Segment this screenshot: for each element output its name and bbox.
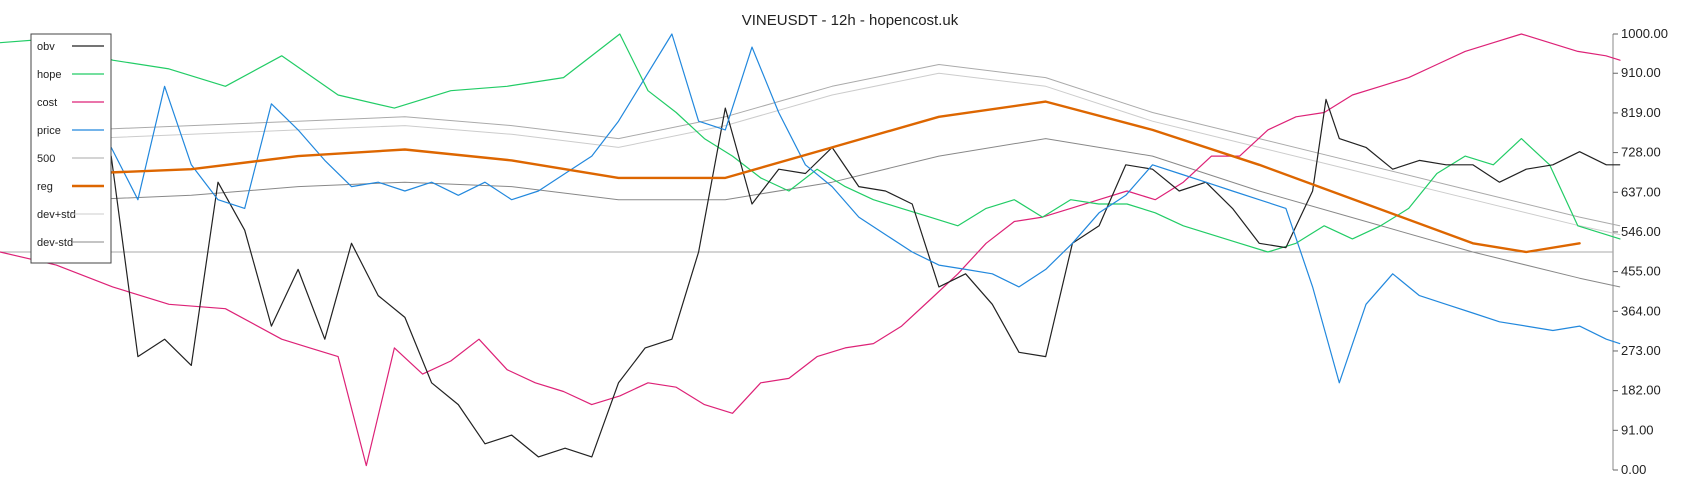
y-tick-label: 728.00 [1621,145,1661,160]
series-line-dev-std [84,72,1621,236]
legend-label-500: 500 [37,153,55,165]
series-line-obv [83,98,1621,458]
legend-label-price: price [37,125,61,137]
y-tick-label: 1000.00 [1621,26,1668,41]
legend-label-reg: reg [37,181,53,193]
series-line-500 [84,64,1621,227]
y-tick-label: 546.00 [1621,224,1661,239]
chart-title: VINEUSDT - 12h - hopencost.uk [742,12,959,29]
y-tick-label: 0.00 [1621,462,1646,477]
y-tick-label: 455.00 [1621,264,1661,279]
series-line-cost [0,33,1621,467]
y-tick-label: 910.00 [1621,65,1661,80]
series-layer [0,33,1621,467]
legend-label-hope: hope [37,69,61,81]
legend-label-cost: cost [37,97,57,109]
legend-label-dev-std: dev-std [37,237,73,249]
series-line-price [83,33,1621,384]
y-tick-label: 182.00 [1621,383,1661,398]
y-tick-label: 364.00 [1621,303,1661,318]
y-tick-label: 91.00 [1621,422,1654,437]
legend-box [30,33,112,264]
series-line-dev-std [84,138,1621,288]
legend-label-obv: obv [37,41,55,53]
series-line-reg [83,100,1581,254]
legend: obv hope cost price 500 reg dev+std dev-std [30,33,112,264]
legend-label-dev-std: dev+std [37,209,76,221]
y-axis-ticks: 1000.00 910.00 819.00 728.00 637.00 546.00 455… [1613,26,1668,477]
y-tick-label: 819.00 [1621,105,1661,120]
y-tick-label: 637.00 [1621,184,1661,199]
y-tick-label: 273.00 [1621,343,1661,358]
series-line-hope [0,33,1621,253]
